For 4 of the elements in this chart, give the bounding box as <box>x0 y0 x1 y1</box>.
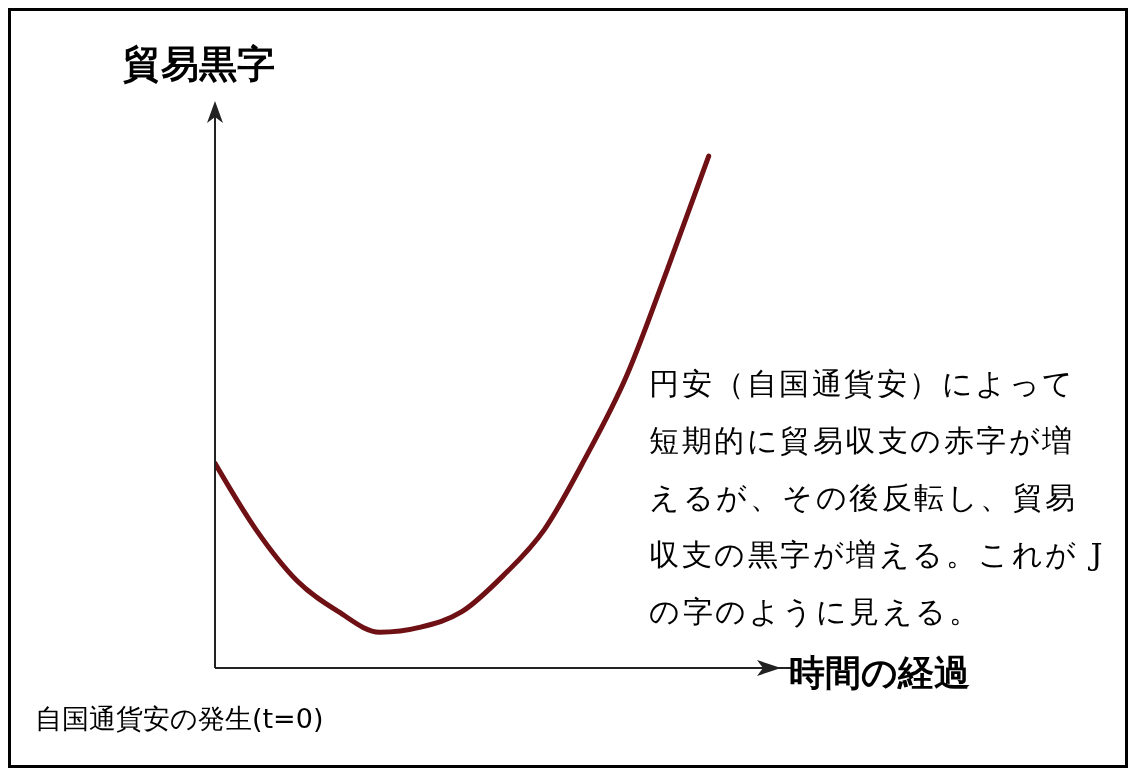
text: 自国通貨安の発生(t=0) <box>35 702 324 736</box>
x-axis-title: 時間の経過 <box>789 651 970 695</box>
y-axis-title: 貿易黒字 <box>123 41 275 88</box>
annotation: 円安（自国通貨安）によって短期的に貿易収支の赤字が増えるが、その後反転し、貿易収支の黒字が増える。これが J の字のように見える。 <box>649 365 1107 631</box>
